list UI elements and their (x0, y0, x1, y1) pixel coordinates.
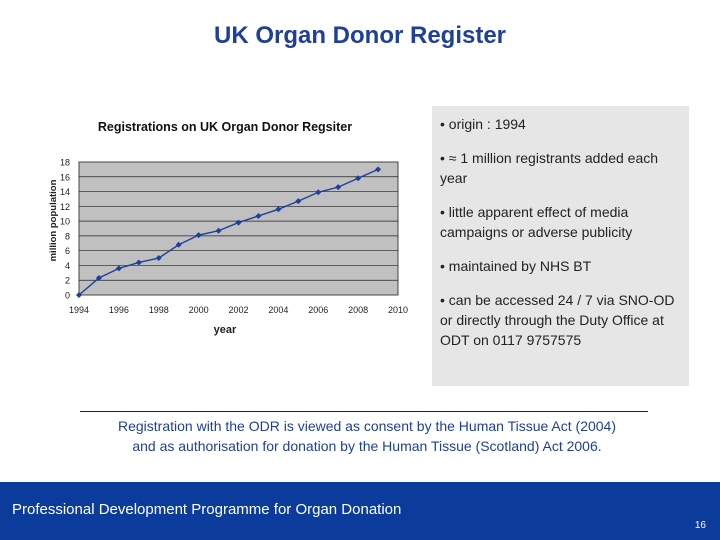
x-axis-label: year (214, 324, 237, 336)
data-point (235, 219, 242, 226)
data-point (335, 184, 342, 191)
consent-line-2: and as authorisation for donation by the… (132, 438, 602, 454)
y-tick-label: 0 (65, 291, 70, 301)
page-number: 16 (694, 520, 706, 531)
x-tick-label: 2004 (268, 305, 288, 315)
data-point (76, 292, 82, 298)
x-tick-label: 1996 (109, 305, 129, 315)
y-tick-label: 10 (60, 217, 70, 227)
data-point (135, 259, 142, 266)
footer-programme-title: Professional Development Programme for O… (12, 501, 402, 518)
data-point (255, 212, 262, 219)
data-point (115, 265, 122, 272)
data-point (215, 227, 222, 234)
series-line (78, 168, 379, 296)
y-tick-label: 12 (60, 202, 70, 212)
y-tick-label: 14 (60, 187, 70, 197)
x-tick-label: 2002 (228, 305, 248, 315)
chart-title: Registrations on UK Organ Donor Regsiter (98, 120, 352, 134)
bullet-maintained-by: • maintained by NHS BT (440, 258, 592, 274)
divider-line (80, 411, 648, 412)
data-point (315, 189, 322, 196)
y-tick-label: 8 (65, 231, 70, 241)
x-tick-label: 2010 (388, 305, 408, 315)
data-point (295, 198, 302, 205)
y-tick-label: 2 (65, 276, 70, 286)
data-point (275, 206, 282, 213)
y-tick-label: 16 (60, 172, 70, 182)
data-point (95, 275, 102, 282)
bullet-origin: • origin : 1994 (440, 116, 526, 132)
consent-statement: Registration with the ODR is viewed as c… (72, 416, 662, 456)
bullet-registrants-per-year: • ≈ 1 million registrants added each yea… (440, 150, 659, 186)
slide-title: UK Organ Donor Register (213, 22, 507, 49)
x-tick-label: 2008 (348, 305, 368, 315)
x-tick-label: 1998 (149, 305, 169, 315)
registrations-line-chart: Registrations on UK Organ Donor Regsiter… (48, 120, 408, 336)
y-tick-label: 18 (60, 158, 70, 168)
footer-bar: Professional Development Programme for O… (0, 482, 720, 540)
chart-panel: Registrations on UK Organ Donor Regsiter… (40, 110, 420, 350)
data-point (195, 232, 202, 239)
data-point (355, 175, 362, 182)
y-axis-label: million population (48, 179, 59, 261)
y-tick-label: 4 (65, 261, 70, 271)
x-tick-label: 2006 (308, 305, 328, 315)
bullet-access-info: • can be accessed 24 / 7 via SNO-OD or d… (440, 292, 675, 348)
data-point (175, 241, 182, 248)
data-point (375, 166, 382, 173)
y-tick-label: 6 (65, 246, 70, 256)
bullet-media-effect: • little apparent effect of media campai… (440, 204, 633, 240)
x-tick-label: 1994 (69, 305, 89, 315)
key-facts-box: • origin : 1994 • ≈ 1 million registrant… (432, 106, 689, 386)
consent-line-1: Registration with the ODR is viewed as c… (117, 418, 616, 434)
x-tick-label: 2000 (189, 305, 209, 315)
